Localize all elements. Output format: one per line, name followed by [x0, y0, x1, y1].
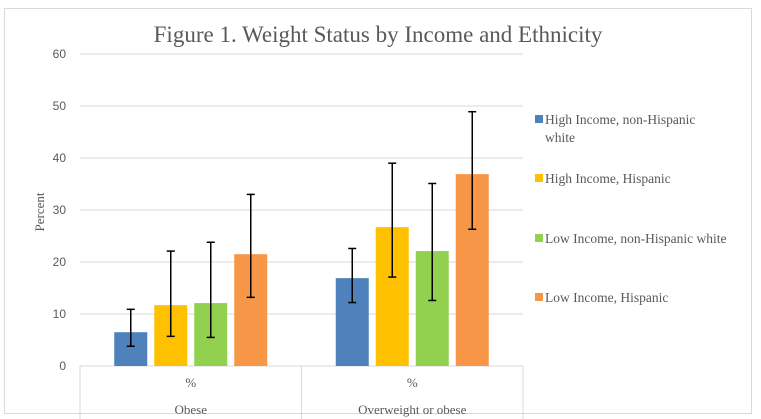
legend-swatch [535, 293, 543, 301]
x-category-outer-label: Overweight or obese [358, 402, 467, 417]
x-category-outer-label: Obese [175, 402, 208, 417]
legend-swatch [535, 115, 543, 123]
y-tick-label: 20 [53, 255, 67, 269]
legend-item: Low Income, non-Hispanic white [535, 231, 726, 246]
y-tick-label: 40 [53, 151, 67, 165]
y-tick-label: 0 [59, 359, 66, 373]
legend-label: white [545, 130, 575, 145]
x-category-inner-label: % [407, 375, 418, 390]
chart-title: Figure 1. Weight Status by Income and Et… [154, 22, 603, 47]
legend-label: Low Income, non-Hispanic white [545, 231, 726, 246]
error-bars [126, 110, 477, 347]
x-category-inner-label: % [185, 375, 196, 390]
legend-item: Low Income, Hispanic [535, 290, 668, 305]
legend-label: High Income, non-Hispanic [545, 112, 695, 127]
y-tick-label: 10 [53, 307, 67, 321]
x-axis: % Obese% Overweight or obese [79, 365, 524, 419]
y-axis-ticks: 0 10 20 30 40 50 60 [53, 47, 67, 373]
legend-label: Low Income, Hispanic [545, 290, 668, 305]
legend-swatch [535, 174, 543, 182]
y-axis-label: Percent [32, 192, 47, 231]
legend-item: High Income, non-Hispanic white [535, 112, 695, 145]
legend-item: High Income, Hispanic [535, 171, 671, 186]
y-tick-label: 60 [53, 47, 67, 61]
legend-swatch [535, 234, 543, 242]
legend-label: High Income, Hispanic [545, 171, 671, 186]
y-tick-label: 30 [53, 203, 67, 217]
gridlines [80, 53, 523, 315]
y-tick-label: 50 [53, 99, 67, 113]
